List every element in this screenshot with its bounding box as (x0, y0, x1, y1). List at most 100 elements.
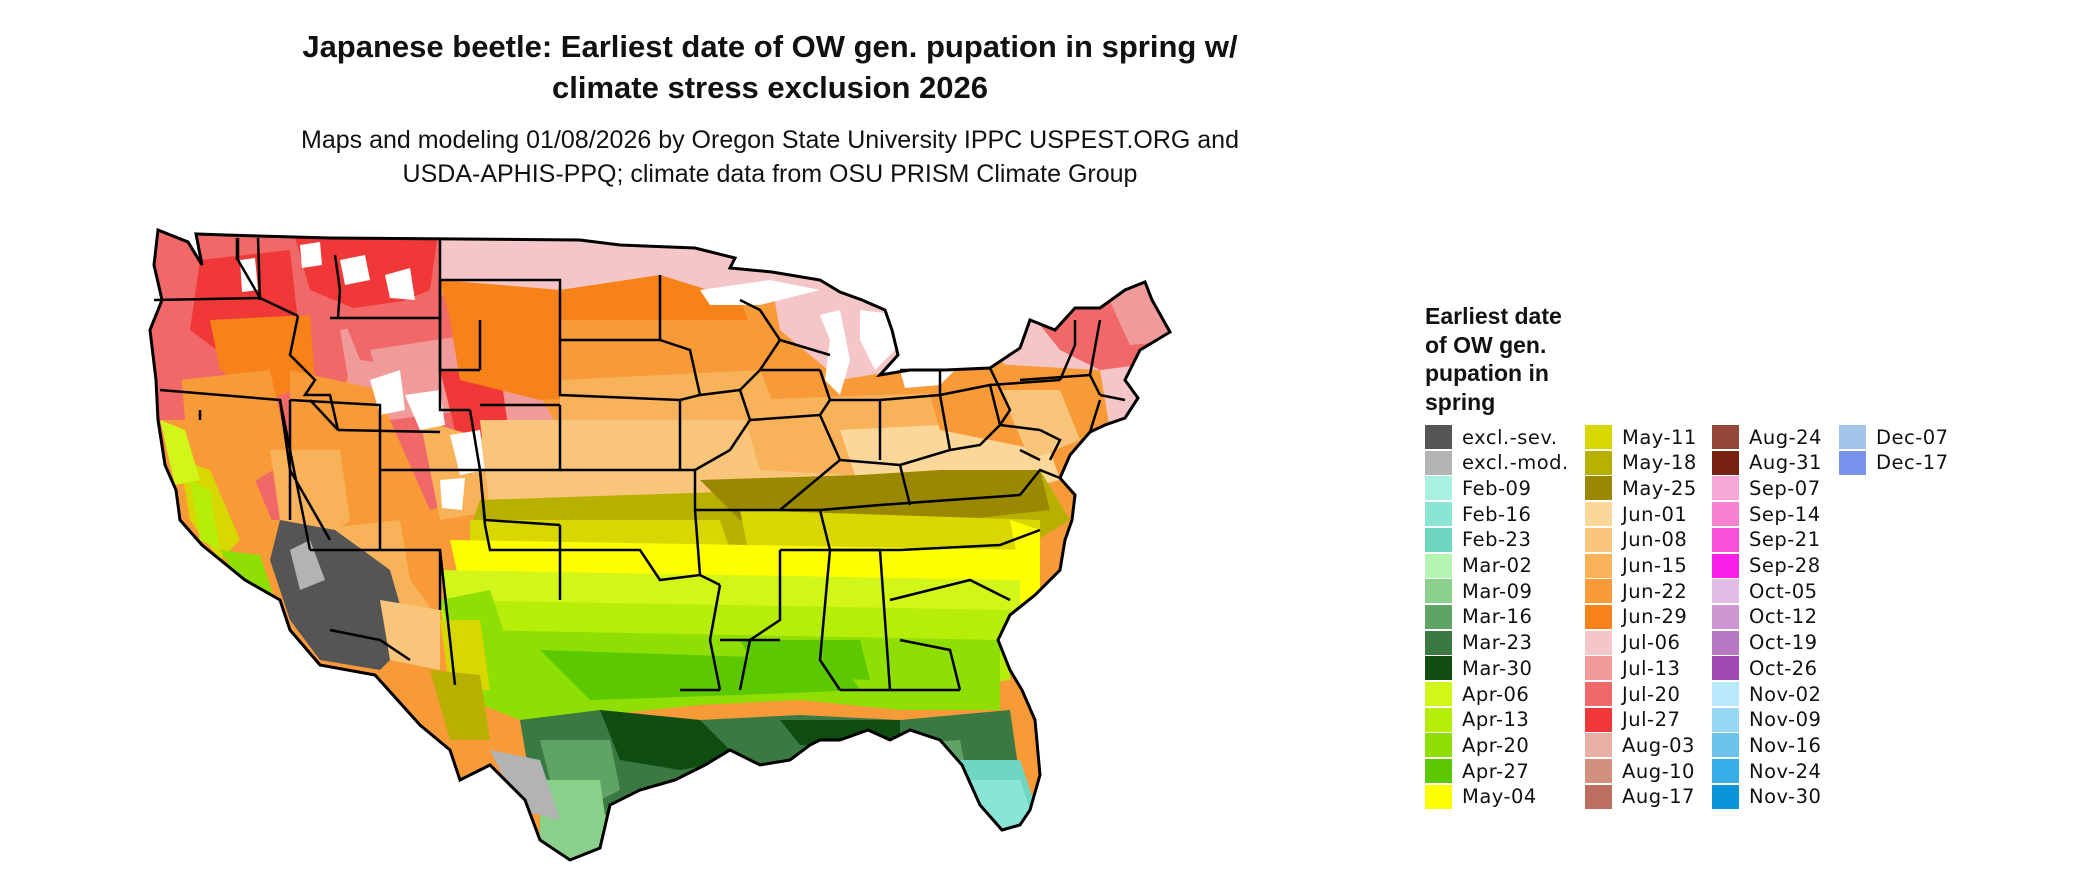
legend-label: Jun-08 (1622, 528, 1688, 552)
legend-item: Nov-02 (1712, 681, 1821, 707)
legend-item: Nov-24 (1712, 758, 1821, 784)
legend-item: Jun-15 (1585, 553, 1687, 579)
legend-item: Oct-05 (1712, 578, 1818, 604)
legend-title-line: of OW gen. (1425, 331, 1547, 358)
legend-item: Jun-08 (1585, 527, 1687, 553)
legend-swatch (1585, 502, 1612, 527)
legend-label: May-04 (1462, 785, 1537, 809)
legend-label: Feb-09 (1462, 476, 1532, 500)
legend-item: Sep-07 (1712, 475, 1821, 501)
legend-label: Nov-09 (1749, 708, 1822, 732)
legend-item: Aug-10 (1585, 758, 1695, 784)
legend-swatch (1585, 656, 1612, 681)
legend-item: excl.-mod. (1425, 450, 1569, 476)
legend-item: Jul-13 (1585, 655, 1680, 681)
legend-item: Apr-06 (1425, 681, 1529, 707)
legend-label: Mar-09 (1462, 579, 1533, 603)
legend-item: Jun-01 (1585, 501, 1687, 527)
legend-swatch (1425, 707, 1452, 732)
legend-label: Feb-16 (1462, 502, 1532, 526)
legend-swatch (1425, 527, 1452, 552)
legend-swatch (1585, 784, 1612, 809)
legend-label: Jun-15 (1622, 554, 1688, 577)
legend-item: Mar-23 (1425, 630, 1532, 656)
legend-swatch (1585, 733, 1612, 758)
legend-label: excl.-mod. (1462, 451, 1569, 475)
legend-item: Sep-21 (1712, 527, 1821, 553)
legend-swatch (1585, 630, 1612, 655)
legend-swatch (1425, 759, 1452, 784)
legend-label: Sep-28 (1749, 554, 1821, 577)
legend-item: Mar-09 (1425, 578, 1532, 604)
legend-swatch (1712, 630, 1739, 655)
legend-title: Earliest date of OW gen. pupation in spr… (1425, 302, 1615, 416)
legend-swatch (1712, 425, 1739, 449)
legend-swatch (1712, 579, 1739, 604)
legend-label: Mar-23 (1462, 631, 1533, 655)
legend-swatch (1712, 656, 1739, 681)
legend-swatch (1425, 579, 1452, 604)
legend-title-line: spring (1425, 388, 1496, 415)
legend-swatch (1425, 553, 1452, 578)
legend-label: Nov-30 (1749, 785, 1822, 809)
legend-item: Oct-19 (1712, 630, 1818, 656)
legend-swatch (1712, 527, 1739, 552)
legend-label: Aug-24 (1749, 425, 1822, 449)
legend-item: Oct-12 (1712, 604, 1818, 630)
legend-item: Mar-02 (1425, 553, 1532, 579)
legend-label: Nov-24 (1749, 759, 1822, 783)
legend-label: Aug-03 (1622, 733, 1695, 757)
legend-label: Jun-22 (1622, 579, 1688, 603)
legend-swatch (1585, 707, 1612, 732)
legend-swatch (1712, 707, 1739, 732)
legend-item: Apr-20 (1425, 732, 1529, 758)
legend-item: Nov-30 (1712, 784, 1821, 810)
legend-swatch (1585, 553, 1612, 578)
legend-title-line: Earliest date (1425, 303, 1562, 329)
legend-label: Jul-20 (1622, 682, 1681, 706)
legend-label: Oct-19 (1749, 631, 1818, 655)
legend-label: Aug-17 (1622, 785, 1695, 809)
legend-swatch (1585, 604, 1612, 629)
legend-label: Mar-16 (1462, 605, 1533, 629)
map-subtitle: Maps and modeling 01/08/2026 by Oregon S… (230, 123, 1310, 191)
legend-label: Jul-13 (1622, 656, 1681, 680)
legend-item: Mar-30 (1425, 655, 1532, 681)
legend-label: Apr-06 (1462, 682, 1530, 706)
subtitle-line-2: USDA-APHIS-PPQ; climate data from OSU PR… (402, 160, 1138, 188)
legend-label: Nov-16 (1749, 733, 1822, 757)
legend-item: Nov-09 (1712, 707, 1821, 733)
legend-item: Dec-07 (1839, 424, 1949, 450)
legend-label: Nov-02 (1749, 682, 1822, 706)
legend-item: Aug-24 (1712, 424, 1822, 450)
legend-swatch (1425, 502, 1452, 527)
legend-item: Apr-27 (1425, 758, 1529, 784)
title-line-1: Japanese beetle: Earliest date of OW gen… (302, 29, 1238, 64)
legend-swatch (1712, 733, 1739, 758)
legend-label: Apr-27 (1462, 759, 1530, 783)
legend-label: excl.-sev. (1462, 425, 1558, 449)
us-phenology-map (148, 227, 1173, 862)
legend-item: excl.-sev. (1425, 424, 1558, 450)
legend-label: Oct-26 (1749, 656, 1818, 680)
legend-label: Jul-06 (1622, 631, 1681, 655)
legend-item: Sep-14 (1712, 501, 1821, 527)
legend-label: Dec-07 (1876, 425, 1949, 449)
legend-title-line: pupation in (1425, 360, 1549, 386)
legend-item: Feb-23 (1425, 527, 1531, 553)
legend-label: Aug-31 (1749, 451, 1822, 475)
legend-swatch (1712, 450, 1739, 475)
legend-label: Sep-21 (1749, 528, 1821, 552)
legend-item: Nov-16 (1712, 732, 1821, 758)
legend-swatch (1425, 476, 1452, 501)
legend-label: Feb-23 (1462, 528, 1532, 552)
legend-swatch (1585, 527, 1612, 552)
legend-swatch (1425, 784, 1452, 809)
legend-label: Aug-10 (1622, 759, 1695, 783)
legend-item: Jul-20 (1585, 681, 1680, 707)
legend-item: Jul-27 (1585, 707, 1680, 733)
subtitle-line-1: Maps and modeling 01/08/2026 by Oregon S… (301, 126, 1239, 154)
legend-item: Dec-17 (1839, 450, 1949, 476)
legend-swatch (1585, 476, 1612, 501)
title-line-2: climate stress exclusion 2026 (552, 70, 988, 105)
